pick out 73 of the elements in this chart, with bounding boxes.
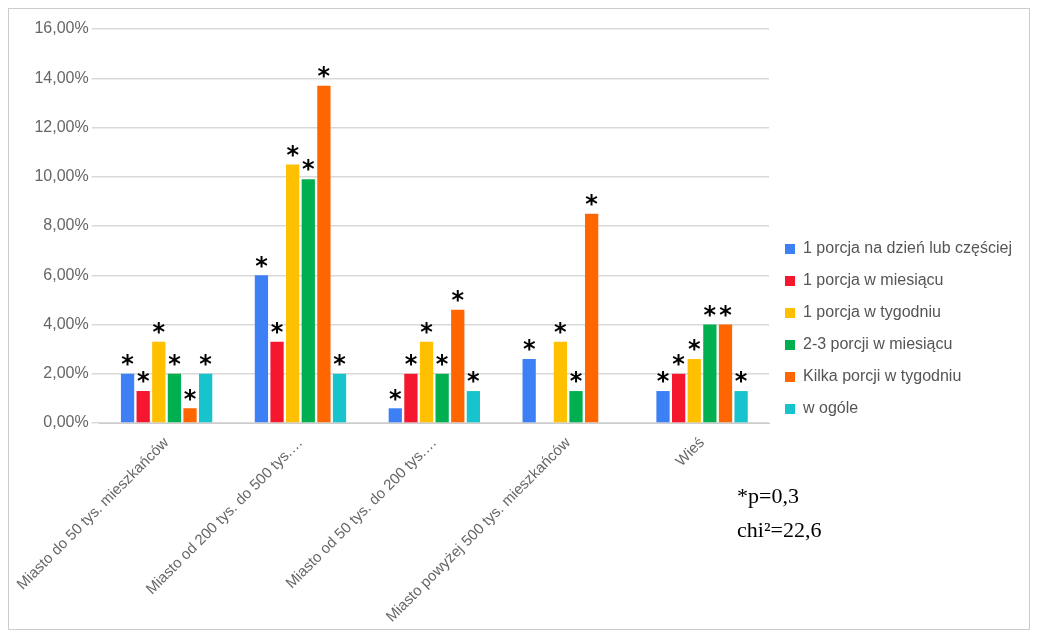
data-label: * [270, 318, 284, 347]
data-label: * [734, 367, 748, 396]
data-label: * [286, 140, 300, 169]
bar [404, 373, 418, 423]
data-label: * [656, 367, 670, 396]
text: chi²=22,6 [737, 516, 822, 544]
data-label: * [687, 335, 701, 364]
text: *p=0,3 [737, 482, 800, 510]
y-tick-label: 10,00% [34, 167, 89, 185]
bar [388, 408, 402, 423]
bar [199, 373, 213, 423]
bar [332, 373, 347, 423]
legend-label: 2-3 porcji w miesiącu [803, 335, 953, 353]
bar [466, 391, 481, 423]
bar [183, 408, 197, 423]
data-label: * [435, 350, 449, 379]
data-label: * [183, 384, 197, 413]
bar [687, 359, 701, 423]
data-label: * [199, 350, 213, 379]
data-label: * [121, 350, 135, 379]
data-label: * [703, 300, 717, 329]
bar [522, 359, 536, 423]
y-tick-label: 4,00% [43, 314, 89, 332]
y-tick-label: 8,00% [43, 216, 89, 234]
data-label: * [719, 300, 733, 329]
bar [419, 341, 434, 423]
bar [584, 213, 599, 423]
y-tick-label: 14,00% [34, 68, 89, 86]
data-label: * [420, 318, 434, 347]
bar [152, 341, 166, 423]
bar [672, 373, 686, 423]
y-tick-label: 0,00% [43, 413, 89, 431]
bar [136, 391, 150, 423]
legend-label: 1 porcja w tygodniu [803, 303, 941, 321]
bar [120, 373, 135, 423]
bar [270, 341, 284, 423]
bar [167, 373, 182, 423]
data-label: * [152, 318, 166, 347]
data-label: * [389, 384, 403, 413]
data-label: * [467, 367, 481, 396]
y-tick-label: 16,00% [34, 19, 89, 37]
data-label: * [168, 350, 182, 379]
bar [435, 373, 449, 423]
bar [317, 85, 331, 423]
legend-label: w ogóle [802, 399, 859, 417]
bar [451, 309, 465, 423]
data-label: * [522, 335, 536, 364]
data-label: * [451, 286, 465, 315]
data-label: * [585, 189, 599, 218]
legend-label: Kilka porcji w tygodniu [803, 367, 962, 385]
y-tick-label: 6,00% [43, 265, 89, 283]
bar [286, 164, 300, 423]
data-label: * [554, 318, 568, 347]
bar [301, 179, 315, 423]
bar [734, 391, 748, 423]
y-tick-label: 12,00% [34, 117, 89, 135]
legend-label: 1 porcja w miesiącu [803, 271, 944, 289]
data-label: * [136, 367, 150, 396]
bar [254, 275, 269, 423]
bar [718, 324, 733, 423]
bar [656, 391, 670, 423]
data-label: * [569, 367, 583, 396]
y-tick-label: 2,00% [43, 364, 89, 382]
data-label: * [672, 350, 686, 379]
legend-label: 1 porcja na dzień lub częściej [803, 239, 1013, 257]
bar [553, 341, 568, 423]
data-label: * [333, 350, 347, 379]
bar [703, 324, 717, 423]
data-label: * [255, 251, 269, 280]
data-label: * [404, 350, 418, 379]
data-label: * [317, 61, 331, 90]
bar [569, 391, 583, 423]
data-label: * [302, 155, 315, 184]
